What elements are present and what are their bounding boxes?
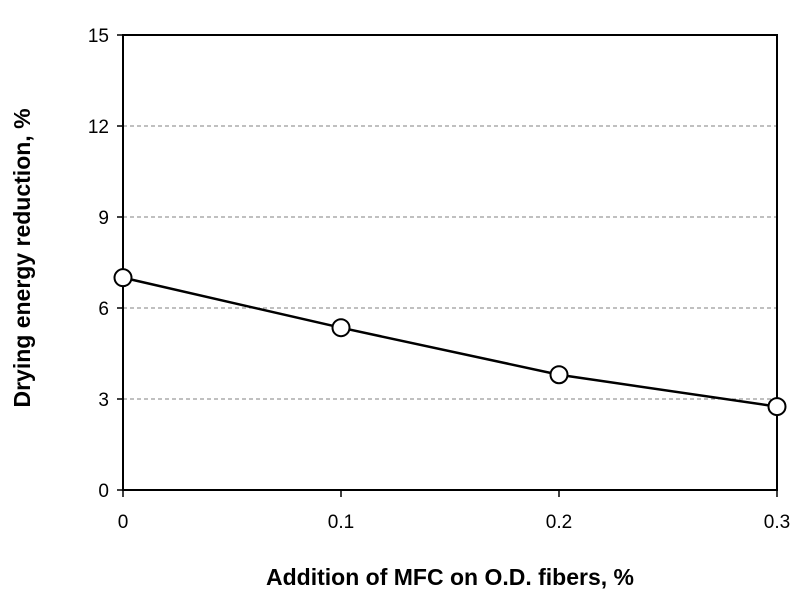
plot-area-frame	[122, 34, 778, 491]
x-tick-label: 0	[118, 512, 129, 533]
tick-marks	[117, 34, 778, 497]
x-tick-label: 0.3	[764, 512, 790, 533]
data-point	[549, 365, 569, 385]
y-tick-label: 15	[88, 26, 109, 47]
data-point	[767, 397, 787, 417]
x-tick-label: 0.1	[328, 512, 354, 533]
y-tick-label: 12	[88, 117, 109, 138]
gridlines	[123, 125, 777, 400]
x-tick-labels: 0 0.1 0.2 0.3	[118, 512, 791, 533]
y-tick-label: 0	[98, 481, 109, 502]
y-axis-title: Drying energy reduction, %	[9, 108, 35, 407]
x-axis-title: Addition of MFC on O.D. fibers, %	[266, 564, 634, 590]
y-tick-label: 6	[98, 299, 109, 320]
data-point	[113, 268, 133, 288]
data-point	[331, 318, 351, 338]
y-tick-label: 3	[98, 390, 109, 411]
series-line	[122, 276, 778, 408]
series-layer	[113, 268, 787, 417]
y-tick-labels: 0 3 6 9 12 15	[88, 26, 109, 502]
y-tick-label: 9	[98, 208, 109, 229]
x-tick-label: 0.2	[546, 512, 572, 533]
